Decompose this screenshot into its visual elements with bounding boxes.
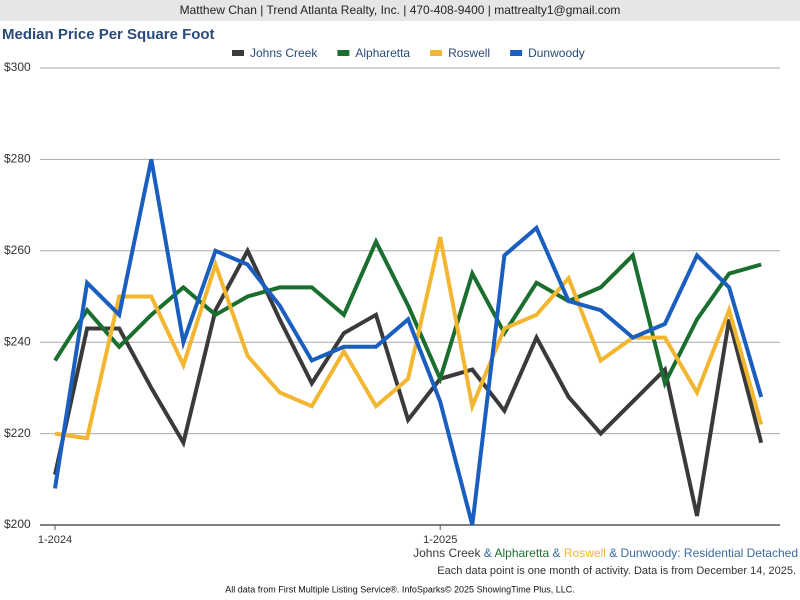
y-tick-label: $220	[4, 426, 31, 440]
legend-label: Alpharetta	[355, 46, 410, 60]
x-tick-label: 1-2025	[423, 534, 457, 546]
series-line	[54, 236, 764, 441]
y-tick-label: $200	[4, 517, 31, 531]
legend-label: Johns Creek	[250, 46, 318, 60]
subtitle-part: Dunwoody: Residential Detached	[621, 546, 798, 560]
legend-swatch	[232, 50, 244, 56]
y-tick-label: $300	[4, 60, 31, 74]
series-line	[53, 246, 764, 517]
chart-title: Median Price Per Square Foot	[2, 26, 215, 43]
subtitle-part: Alpharetta	[494, 546, 549, 560]
y-tick-label: $260	[4, 243, 31, 257]
legend-label: Roswell	[448, 46, 490, 60]
note: Each data point is one month of activity…	[437, 565, 796, 577]
series-line	[53, 158, 764, 526]
legend-label: Dunwoody	[528, 46, 585, 60]
legend-swatch	[430, 50, 443, 56]
subtitle-part: &	[549, 546, 564, 560]
subtitle: Johns Creek & Alpharetta & Roswell & Dun…	[413, 546, 798, 560]
y-tick-label: $280	[4, 152, 31, 166]
x-tick-label: 1-2024	[38, 534, 72, 546]
y-tick-label: $240	[4, 334, 31, 348]
subtitle-part: &	[606, 546, 621, 560]
legend-swatch	[510, 50, 523, 56]
header: Matthew Chan | Trend Atlanta Realty, Inc…	[180, 3, 621, 17]
subtitle-part: Johns Creek	[413, 546, 481, 560]
legend-swatch	[337, 50, 350, 56]
series-line	[53, 237, 762, 390]
footer: All data from First Multiple Listing Ser…	[225, 584, 575, 594]
subtitle-part: Roswell	[564, 546, 606, 560]
subtitle-part: &	[480, 546, 494, 560]
header-bar	[0, 0, 800, 21]
